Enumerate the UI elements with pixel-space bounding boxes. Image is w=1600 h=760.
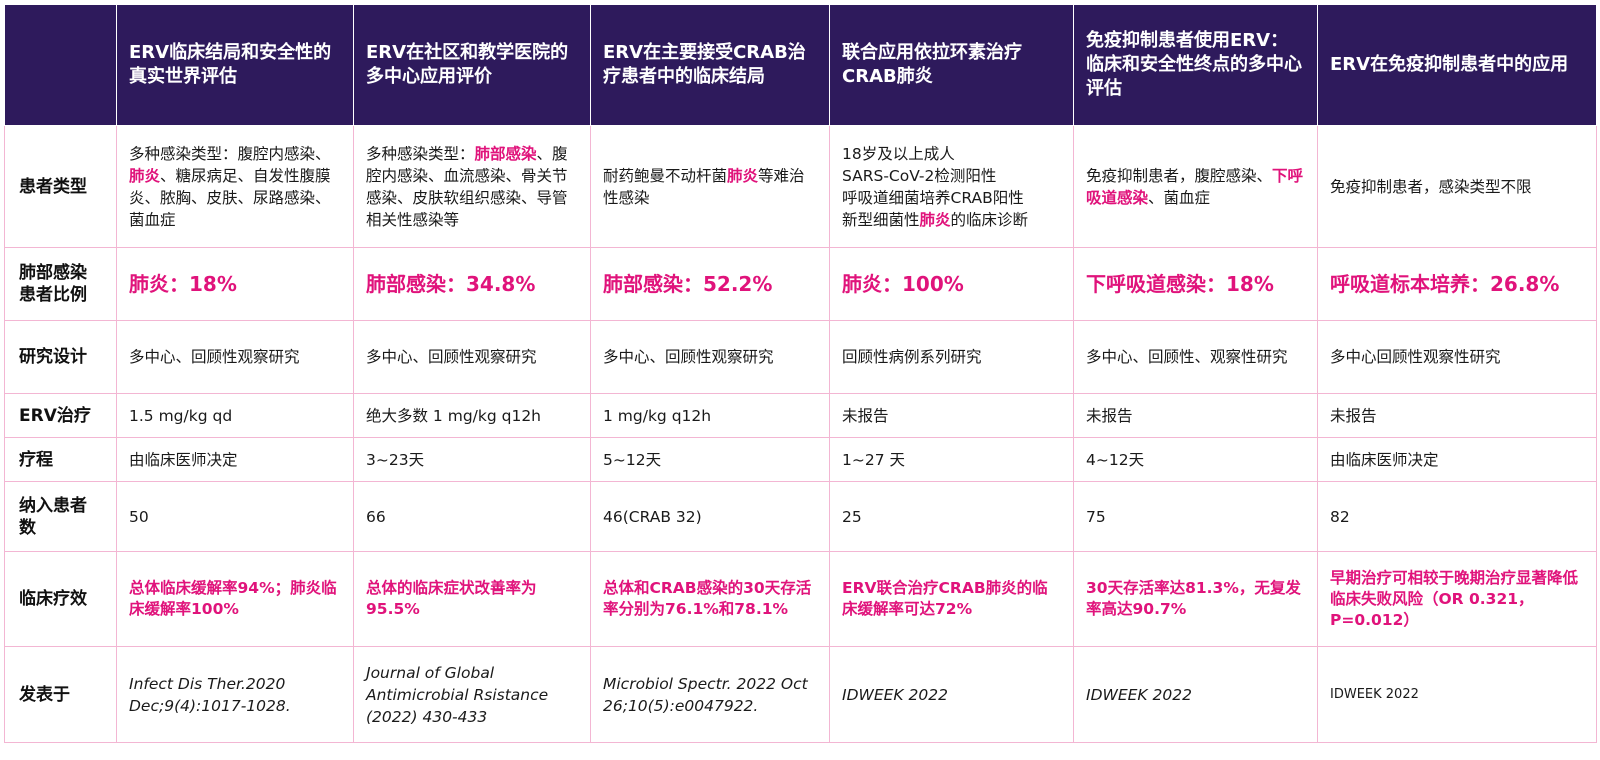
cell-efficacy-6: 早期治疗可相较于晚期治疗显著降低临床失败风险（OR 0.321，P=0.012） <box>1317 551 1597 647</box>
cell-lung-ratio-4: 肺炎：100% <box>829 247 1074 321</box>
cell-lung-ratio-5: 下呼吸道感染：18% <box>1073 247 1318 321</box>
cell-erv-1: 1.5 mg/kg qd <box>116 393 354 438</box>
cell-n-2: 66 <box>353 481 591 552</box>
row-efficacy: 临床疗效 总体临床缓解率94%；肺炎临床缓解率100% 总体的临床症状改善率为9… <box>4 551 1597 647</box>
cell-erv-2: 绝大多数 1 mg/kg q12h <box>353 393 591 438</box>
column-header-6: ERV在免疫抑制患者中的应用 <box>1317 4 1597 126</box>
column-header-5: 免疫抑制患者使用ERV：临床和安全性终点的多中心评估 <box>1073 4 1318 126</box>
row-label-journal: 发表于 <box>4 646 117 743</box>
cell-design-3: 多中心、回顾性观察研究 <box>590 320 830 394</box>
cell-design-5: 多中心、回顾性、观察性研究 <box>1073 320 1318 394</box>
cell-efficacy-3: 总体和CRAB感染的30天存活率分别为76.1%和78.1% <box>590 551 830 647</box>
highlight-text: 肺炎 <box>727 166 759 185</box>
row-label-patient-type: 患者类型 <box>4 125 117 248</box>
cell-lung-ratio-1: 肺炎：18% <box>116 247 354 321</box>
row-lung-ratio: 肺部感染患者比例 肺炎：18% 肺部感染：34.8% 肺部感染：52.2% 肺炎… <box>4 247 1597 321</box>
cell-patient-type-6: 免疫抑制患者，感染类型不限 <box>1317 125 1597 248</box>
text: 免疫抑制患者，腹腔感染、 <box>1086 166 1273 185</box>
cell-journal-4: IDWEEK 2022 <box>829 646 1074 743</box>
cell-course-1: 由临床医师决定 <box>116 437 354 482</box>
cell-patient-type-2: 多种感染类型：肺部感染、腹腔内感染、血流感染、骨关节感染、皮肤软组织感染、导管相… <box>353 125 591 248</box>
cell-lung-ratio-2: 肺部感染：34.8% <box>353 247 591 321</box>
cell-n-6: 82 <box>1317 481 1597 552</box>
cell-patient-type-1: 多种感染类型：腹腔内感染、肺炎、糖尿病足、自发性腹膜炎、脓胸、皮肤、尿路感染、菌… <box>116 125 354 248</box>
cell-n-1: 50 <box>116 481 354 552</box>
text: 多种感染类型：腹腔内感染、 <box>129 144 331 163</box>
column-header-1: ERV临床结局和安全性的真实世界评估 <box>116 4 354 126</box>
text: 新型细菌性 <box>842 210 920 229</box>
text-line: 新型细菌性肺炎的临床诊断 <box>842 209 1061 231</box>
column-header-3: ERV在主要接受CRAB治疗患者中的临床结局 <box>590 4 830 126</box>
cell-journal-2: Journal of Global Antimicrobial Rsistanc… <box>353 646 591 743</box>
text: 等难治性感染 <box>603 166 805 207</box>
column-header-4: 联合应用依拉环素治疗CRAB肺炎 <box>829 4 1074 126</box>
text: 耐药鲍曼不动杆菌 <box>603 166 728 185</box>
row-journal: 发表于 Infect Dis Ther.2020 Dec;9(4):1017-1… <box>4 646 1597 743</box>
highlight-text: 下呼吸道感染 <box>1086 166 1304 207</box>
cell-course-4: 1~27 天 <box>829 437 1074 482</box>
text: 、腹腔内感染、血流感染、骨关节感染、皮肤软组织感染、导管相关性感染等 <box>366 144 568 229</box>
cell-erv-5: 未报告 <box>1073 393 1318 438</box>
cell-journal-3: Microbiol Spectr. 2022 Oct 26;10(5):e004… <box>590 646 830 743</box>
highlight-text: 肺部感染 <box>474 144 537 163</box>
cell-efficacy-2: 总体的临床症状改善率为95.5% <box>353 551 591 647</box>
row-patient-type: 患者类型 多种感染类型：腹腔内感染、肺炎、糖尿病足、自发性腹膜炎、脓胸、皮肤、尿… <box>4 125 1597 248</box>
text: 多种感染类型： <box>366 144 475 163</box>
corner-cell <box>4 4 117 126</box>
cell-erv-4: 未报告 <box>829 393 1074 438</box>
cell-patient-type-5: 免疫抑制患者，腹腔感染、下呼吸道感染、菌血症 <box>1073 125 1318 248</box>
cell-lung-ratio-3: 肺部感染：52.2% <box>590 247 830 321</box>
text: 、糖尿病足、自发性腹膜炎、脓胸、皮肤、尿路感染、菌血症 <box>129 166 331 229</box>
cell-lung-ratio-6: 呼吸道标本培养：26.8% <box>1317 247 1597 321</box>
row-label-design: 研究设计 <box>4 320 117 394</box>
row-label-erv: ERV治疗 <box>4 393 117 438</box>
text-line: SARS-CoV-2检测阳性 <box>842 166 997 185</box>
cell-design-6: 多中心回顾性观察性研究 <box>1317 320 1597 394</box>
cell-design-1: 多中心、回顾性观察研究 <box>116 320 354 394</box>
cell-course-2: 3~23天 <box>353 437 591 482</box>
text-line: 呼吸道细菌培养CRAB阳性 <box>842 188 1024 207</box>
column-header-2: ERV在社区和教学医院的多中心应用评价 <box>353 4 591 126</box>
cell-patient-type-3: 耐药鲍曼不动杆菌肺炎等难治性感染 <box>590 125 830 248</box>
cell-erv-3: 1 mg/kg q12h <box>590 393 830 438</box>
cell-erv-6: 未报告 <box>1317 393 1597 438</box>
row-label-course: 疗程 <box>4 437 117 482</box>
row-course: 疗程 由临床医师决定 3~23天 5~12天 1~27 天 4~12天 由临床医… <box>4 437 1597 482</box>
cell-n-4: 25 <box>829 481 1074 552</box>
row-erv: ERV治疗 1.5 mg/kg qd 绝大多数 1 mg/kg q12h 1 m… <box>4 393 1597 438</box>
highlight-text: 肺炎 <box>129 166 161 185</box>
cell-journal-5: IDWEEK 2022 <box>1073 646 1318 743</box>
cell-journal-6: IDWEEK 2022 <box>1317 646 1597 743</box>
cell-efficacy-4: ERV联合治疗CRAB肺炎的临床缓解率可达72% <box>829 551 1074 647</box>
row-label-lung-ratio: 肺部感染患者比例 <box>4 247 117 321</box>
row-n: 纳入患者数 50 66 46(CRAB 32) 25 75 82 <box>4 481 1597 552</box>
highlight-text: 肺炎 <box>919 210 951 229</box>
cell-course-6: 由临床医师决定 <box>1317 437 1597 482</box>
row-label-n: 纳入患者数 <box>4 481 117 552</box>
cell-patient-type-4: 18岁及以上成人 SARS-CoV-2检测阳性 呼吸道细菌培养CRAB阳性 新型… <box>829 125 1074 248</box>
text: 的临床诊断 <box>950 210 1029 229</box>
cell-course-5: 4~12天 <box>1073 437 1318 482</box>
row-design: 研究设计 多中心、回顾性观察研究 多中心、回顾性观察研究 多中心、回顾性观察研究… <box>4 320 1597 394</box>
cell-design-2: 多中心、回顾性观察研究 <box>353 320 591 394</box>
cell-journal-1: Infect Dis Ther.2020 Dec;9(4):1017-1028. <box>116 646 354 743</box>
text: 、菌血症 <box>1148 188 1211 207</box>
cell-n-5: 75 <box>1073 481 1318 552</box>
cell-course-3: 5~12天 <box>590 437 830 482</box>
cell-design-4: 回顾性病例系列研究 <box>829 320 1074 394</box>
row-label-efficacy: 临床疗效 <box>4 551 117 647</box>
cell-efficacy-1: 总体临床缓解率94%；肺炎临床缓解率100% <box>116 551 354 647</box>
cell-n-3: 46(CRAB 32) <box>590 481 830 552</box>
comparison-table: ERV临床结局和安全性的真实世界评估 ERV在社区和教学医院的多中心应用评价 E… <box>4 4 1597 743</box>
header-row: ERV临床结局和安全性的真实世界评估 ERV在社区和教学医院的多中心应用评价 E… <box>4 4 1597 126</box>
cell-efficacy-5: 30天存活率达81.3%，无复发率高达90.7% <box>1073 551 1318 647</box>
text-line: 18岁及以上成人 <box>842 144 955 163</box>
